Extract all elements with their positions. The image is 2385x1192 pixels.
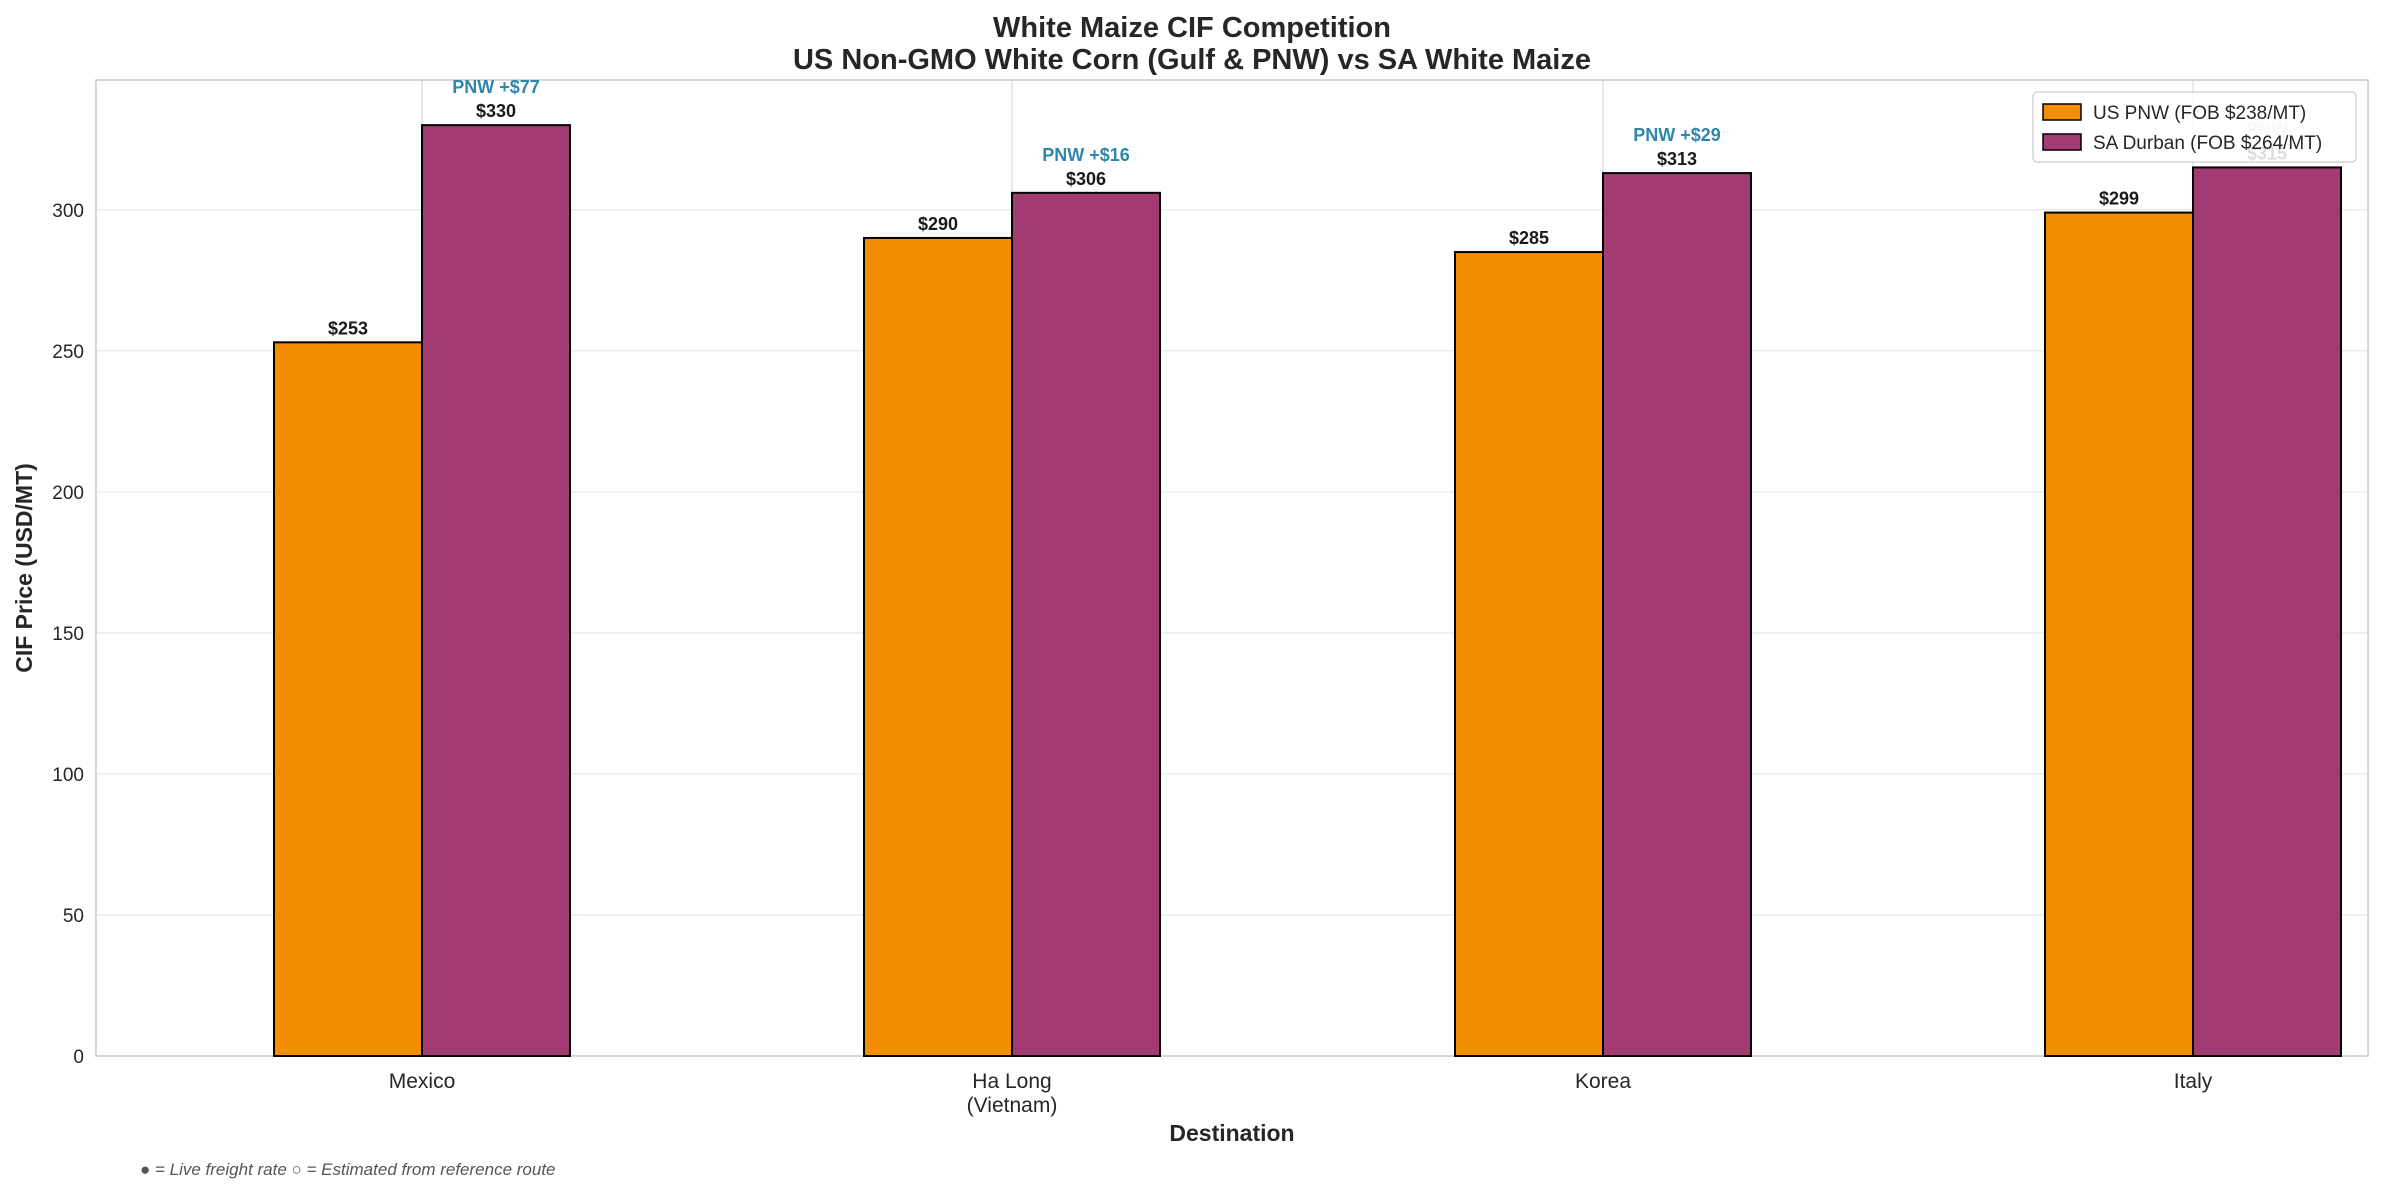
chart-title-line2: US Non-GMO White Corn (Gulf & PNW) vs SA… <box>793 44 1591 76</box>
y-tick-label: 100 <box>52 765 84 786</box>
legend: US PNW (FOB $238/MT) SA Durban (FOB $264/… <box>2032 91 2357 163</box>
bar-value-label: $285 <box>1509 228 1549 248</box>
bar-sa-durban-2 <box>1602 172 1752 1057</box>
bar-sa-durban-3 <box>2192 166 2342 1058</box>
legend-entry: SA Durban (FOB $264/MT) <box>2093 133 2322 154</box>
y-tick-label: 50 <box>63 906 84 927</box>
legend-swatch <box>2042 103 2082 121</box>
y-tick-label: 300 <box>52 201 84 222</box>
footnote: ● = Live freight rate ○ = Estimated from… <box>140 1160 556 1179</box>
bar-value-label: $313 <box>1657 149 1697 169</box>
bar-value-label: $299 <box>2099 189 2139 209</box>
legend-box <box>2032 91 2357 163</box>
bar-sa-durban-0 <box>421 124 571 1058</box>
price-diff-annotation: PNW +$29 <box>1633 125 1721 145</box>
data-labels-group: $253 $290 $285 $299 $330 PNW +$77 $306 PNW +$16… <box>328 77 2288 338</box>
y-tick-label: 0 <box>73 1047 84 1068</box>
bar-value-label: $330 <box>476 101 516 121</box>
bar-sa-durban-1 <box>1011 191 1161 1057</box>
y-axis-label: CIF Price (USD/MT) <box>11 463 37 673</box>
price-diff-annotation: PNW +$16 <box>1042 145 1130 165</box>
bar-us-pnw-0 <box>273 341 423 1057</box>
bar-value-label: $290 <box>918 214 958 234</box>
bar-us-pnw-2 <box>1454 251 1604 1058</box>
x-tick-label: (Vietnam) <box>967 1094 1058 1117</box>
x-tick-label: Ha Long <box>972 1070 1051 1093</box>
x-tick-label: Italy <box>2174 1070 2213 1093</box>
legend-swatch <box>2042 133 2082 151</box>
x-tick-label: Mexico <box>389 1070 456 1093</box>
price-diff-annotation: PNW +$77 <box>452 77 540 97</box>
vertical-gridlines <box>421 80 2194 1056</box>
bar-value-label: $306 <box>1066 169 1106 189</box>
y-tick-label: 250 <box>52 342 84 363</box>
plot-area-frame <box>95 79 2369 1057</box>
y-tick-label: 150 <box>52 624 84 645</box>
legend-entry: US PNW (FOB $238/MT) <box>2093 103 2306 124</box>
x-axis-label: Destination <box>1169 1120 1294 1146</box>
bar-us-pnw-1 <box>863 236 1013 1057</box>
bar-us-pnw-3 <box>2044 211 2194 1057</box>
bar-value-label: $253 <box>328 318 368 338</box>
x-tick-label: Korea <box>1575 1070 1631 1093</box>
y-axis-ticks: 0 50 100 150 200 250 300 <box>52 201 84 1068</box>
x-axis-ticks: Mexico Ha Long(Vietnam) Korea Italy <box>389 1070 2213 1117</box>
bars-group <box>273 124 2342 1058</box>
y-tick-label: 200 <box>52 483 84 504</box>
chart-title-line1: White Maize CIF Competition <box>993 12 1391 44</box>
